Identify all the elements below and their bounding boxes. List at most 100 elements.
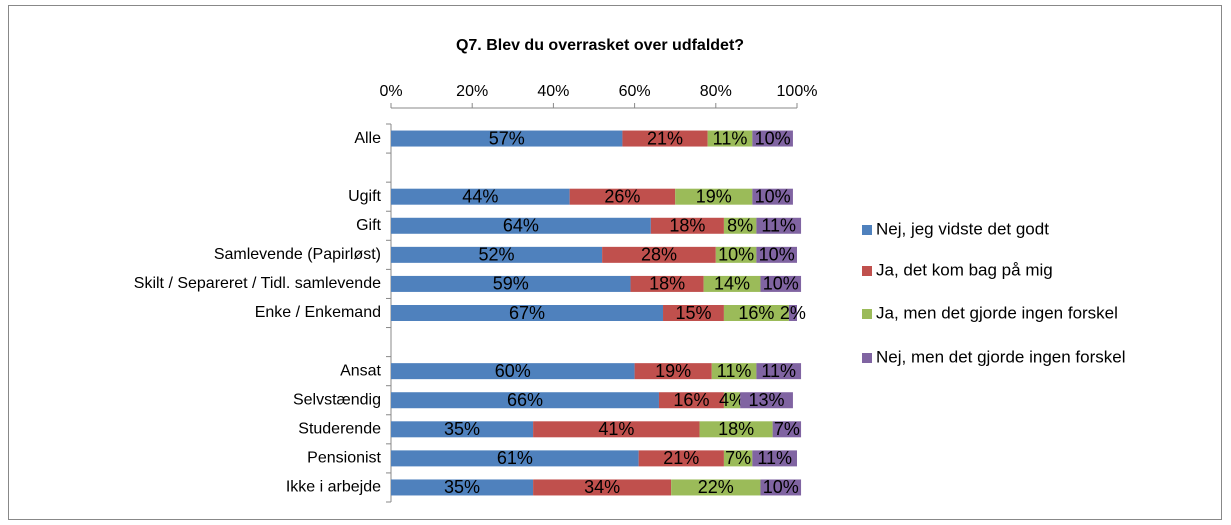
y-tick-label: Samlevende (Papirløst): [214, 246, 381, 263]
data-label: 15%: [675, 303, 711, 323]
x-tick-label: 0%: [379, 83, 402, 100]
data-label: 57%: [489, 128, 525, 148]
data-label: 60%: [495, 361, 531, 381]
legend-swatch: [862, 353, 872, 363]
data-label: 52%: [479, 245, 515, 265]
data-label: 66%: [507, 390, 543, 410]
data-label: 16%: [738, 303, 774, 323]
bar-segment: [658, 392, 724, 409]
x-tick-label: 60%: [619, 83, 651, 100]
bar-segment: [391, 392, 659, 409]
bar-segment: [752, 450, 797, 467]
data-label: 13%: [749, 390, 785, 410]
x-tick-label: 80%: [700, 83, 732, 100]
bar-segment: [391, 246, 603, 263]
y-tick-label: Skilt / Separeret / Tidl. samlevende: [134, 275, 381, 292]
bar-segment: [752, 130, 793, 147]
data-label: 19%: [696, 186, 732, 206]
legend-swatch: [862, 225, 872, 235]
bar-segment: [723, 392, 741, 409]
y-tick-label: Selvstændig: [293, 391, 381, 408]
data-label: 14%: [714, 274, 750, 294]
bar-segment: [391, 217, 651, 234]
bar-segment: [391, 305, 664, 321]
data-label: 21%: [663, 448, 699, 468]
data-label: 10%: [718, 245, 754, 265]
bar-segment: [569, 188, 676, 205]
bar-segment: [602, 246, 716, 263]
data-label: 11%: [761, 216, 796, 236]
data-label: 19%: [655, 361, 691, 381]
bar-segment: [752, 188, 793, 205]
data-label: 28%: [641, 245, 677, 265]
data-label: 10%: [755, 128, 791, 148]
data-label: 11%: [717, 361, 752, 381]
bar-segment: [699, 421, 773, 438]
y-tick-label: Enke / Enkemand: [255, 304, 381, 321]
data-label: 22%: [698, 477, 734, 497]
y-tick-label: Ikke i arbejde: [286, 479, 381, 496]
legend-label: Nej, jeg vidste det godt: [876, 219, 1049, 238]
x-tick-label: 40%: [537, 83, 569, 100]
data-label: 7%: [725, 448, 751, 468]
data-label: 10%: [763, 477, 799, 497]
bar-segment: [391, 130, 623, 147]
y-tick-label: Studerende: [298, 421, 381, 438]
bar-segment: [622, 130, 708, 147]
bar-segment: [756, 363, 802, 380]
bar-segment: [723, 450, 753, 467]
chart-title: Q7. Blev du overrasket over udfaldet?: [456, 37, 744, 54]
data-label: 10%: [759, 245, 795, 265]
data-label: 59%: [493, 274, 529, 294]
bar-segment: [760, 479, 802, 496]
data-label: 21%: [647, 128, 683, 148]
bar-segment: [533, 479, 672, 496]
bar-segment: [391, 188, 570, 205]
data-label: 7%: [774, 419, 800, 439]
bar-segment: [533, 421, 700, 438]
legend-label: Nej, men det gjorde ingen forskel: [876, 347, 1125, 366]
bar-segment: [650, 217, 724, 234]
bar-segment: [756, 217, 802, 234]
data-label: 16%: [673, 390, 709, 410]
bar-segment: [391, 275, 631, 292]
data-label: 64%: [503, 216, 539, 236]
data-label: 26%: [604, 186, 640, 206]
bar-segment: [772, 421, 802, 438]
x-tick-label: 100%: [777, 83, 818, 100]
bar-segment: [391, 479, 534, 496]
bar-segment: [715, 246, 757, 263]
data-label: 11%: [713, 128, 748, 148]
bar-segment: [630, 275, 704, 292]
bar-segment: [671, 479, 761, 496]
data-label: 4%: [719, 390, 745, 410]
data-label: 18%: [669, 216, 705, 236]
data-label: 11%: [757, 448, 792, 468]
y-tick-label: Pensionist: [307, 450, 381, 467]
bar-segment: [711, 363, 757, 380]
bar-segment: [788, 305, 797, 321]
bar-segment: [638, 450, 724, 467]
bar-segment: [707, 130, 753, 147]
x-tick-label: 20%: [456, 83, 488, 100]
bar-segment: [723, 217, 757, 234]
y-tick-label: Ugift: [348, 188, 381, 205]
y-tick-label: Ansat: [340, 362, 381, 379]
bar-segment: [391, 450, 639, 467]
legend-label: Ja, det kom bag på mig: [876, 260, 1053, 279]
legend-swatch: [862, 309, 872, 319]
data-label: 35%: [444, 419, 480, 439]
legend-label: Ja, men det gjorde ingen forskel: [876, 303, 1118, 322]
bar-segment: [391, 421, 534, 438]
data-label: 44%: [462, 186, 498, 206]
data-label: 67%: [509, 303, 545, 323]
data-label: 11%: [761, 361, 796, 381]
data-label: 61%: [497, 448, 533, 468]
data-label: 10%: [763, 274, 799, 294]
data-label: 18%: [718, 419, 754, 439]
data-label: 18%: [649, 274, 685, 294]
bar-segment: [760, 275, 802, 292]
y-tick-label: Alle: [354, 130, 381, 147]
data-label: 10%: [755, 186, 791, 206]
